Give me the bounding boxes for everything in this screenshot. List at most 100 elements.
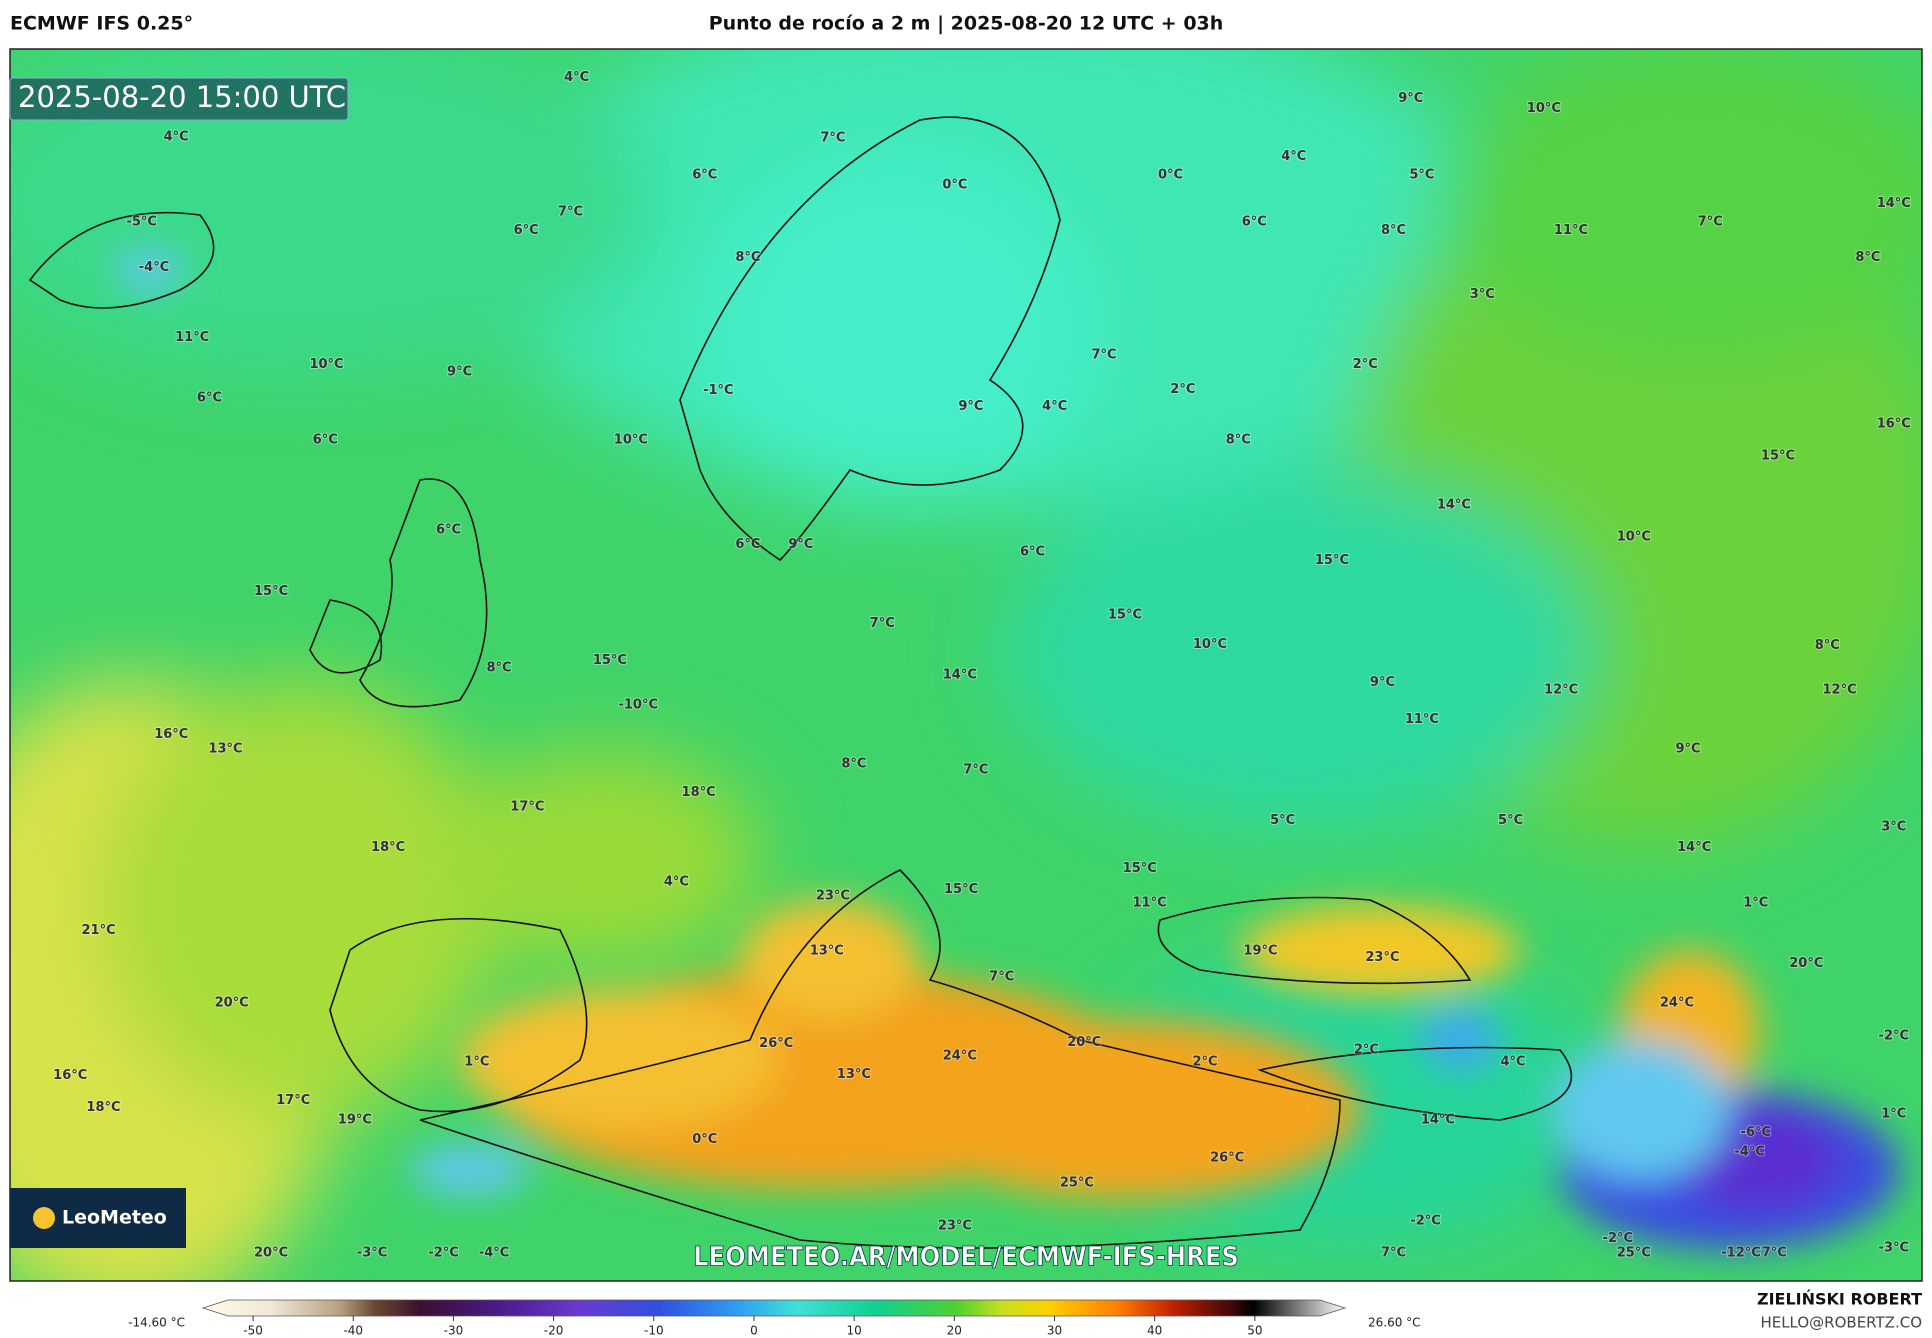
- temperature-label: 14°C: [1421, 1113, 1455, 1128]
- temperature-label: 14°C: [1437, 498, 1471, 513]
- coastlines: [28, 116, 1573, 1249]
- temperature-label: -4°C: [1734, 1145, 1764, 1160]
- temperature-label: 23°C: [1365, 950, 1399, 965]
- colorbar-tick-label: 10: [846, 1324, 861, 1338]
- temperature-label: 9°C: [1675, 742, 1700, 757]
- colorbar: [201, 1299, 1347, 1317]
- temperature-label: 1°C: [464, 1055, 489, 1070]
- colorbar-tick-label: 20: [947, 1324, 962, 1338]
- temperature-label: 12°C: [1823, 683, 1857, 698]
- temperature-label: 15°C: [593, 653, 627, 668]
- temperature-label: 10°C: [309, 357, 343, 372]
- temperature-label: 14°C: [1877, 196, 1911, 211]
- colorbar-ticks: -50 -40 -30 -20 -10 0 10 20 30 40 50: [243, 1316, 1262, 1338]
- temperature-label: 17°C: [276, 1093, 310, 1108]
- temperature-label: -2°C: [1603, 1231, 1633, 1246]
- temperature-label: 0°C: [1158, 167, 1183, 182]
- temperature-label: 26°C: [759, 1036, 793, 1051]
- temperature-label: 20°C: [254, 1246, 288, 1261]
- temperature-label: -2°C: [428, 1246, 458, 1261]
- colorbar-tick-label: 0: [750, 1324, 758, 1338]
- temperature-label: 20°C: [1789, 956, 1823, 971]
- temperature-label: 23°C: [938, 1218, 972, 1233]
- colorbar-tick-label: 40: [1147, 1324, 1162, 1338]
- temperature-label: 9°C: [788, 537, 813, 552]
- colorbar-tick-label: -30: [444, 1324, 464, 1338]
- temperature-label: 7°C: [820, 131, 845, 146]
- watermark: LEOMETEO.AR/MODEL/ECMWF-IFS-HRES: [693, 1242, 1239, 1273]
- temperature-label: 4°C: [1042, 399, 1067, 414]
- temperature-label: 8°C: [1815, 638, 1840, 653]
- temperature-label: -3°C: [1879, 1241, 1909, 1256]
- temperature-label: 6°C: [514, 223, 539, 238]
- temperature-label: 14°C: [943, 668, 977, 683]
- temperature-label: 7°C: [1091, 347, 1116, 362]
- timestamp-box: [9, 77, 349, 121]
- temperature-label: 8°C: [1381, 223, 1406, 238]
- temperature-label: 25°C: [1060, 1175, 1094, 1190]
- temperature-label: 10°C: [1193, 637, 1227, 652]
- logo-text: LeoMeteo: [62, 1207, 167, 1229]
- temperature-label: 8°C: [486, 660, 511, 675]
- temperature-label: -3°C: [357, 1246, 387, 1261]
- temperature-label: 10°C: [614, 432, 648, 447]
- temperature-label: -4°C: [479, 1246, 509, 1261]
- temperature-label: 13°C: [837, 1067, 871, 1082]
- colorbar-tick-label: 30: [1047, 1324, 1062, 1338]
- temperature-label: 8°C: [1855, 250, 1880, 265]
- temperature-label: 2°C: [1353, 357, 1378, 372]
- temperature-label: 3°C: [1881, 819, 1906, 834]
- temperature-label: 5°C: [1409, 167, 1434, 182]
- temperature-label: 9°C: [958, 399, 983, 414]
- temperature-label: 15°C: [254, 584, 288, 599]
- map-frame: [9, 48, 1923, 1282]
- temperature-label: 25°C: [1617, 1246, 1651, 1261]
- timestamp: 2025-08-20 15:00 UTC: [18, 80, 346, 114]
- temperature-label: 15°C: [944, 882, 978, 897]
- temperature-labels: 4°C 4°C 7°C 6°C 0°C 0°C 9°C 10°C 4°C 5°C 14°C -5°C 7…: [52, 69, 1912, 1261]
- temperature-label: 5°C: [1270, 813, 1295, 828]
- temperature-label: 23°C: [816, 888, 850, 903]
- temperature-label: 19°C: [338, 1113, 372, 1128]
- temperature-label: 20°C: [215, 995, 249, 1010]
- temperature-label: 18°C: [86, 1100, 120, 1115]
- temperature-label: 20°C: [1067, 1035, 1101, 1050]
- model-name: ECMWF IFS 0.25°: [10, 13, 193, 35]
- temperature-label: -6°C: [1741, 1125, 1771, 1140]
- temperature-label: -10°C: [618, 697, 658, 712]
- temperature-label: -4°C: [139, 260, 169, 275]
- temperature-label: 6°C: [197, 390, 222, 405]
- temperature-label: 11°C: [1554, 223, 1588, 238]
- temperature-label: 15°C: [1108, 607, 1142, 622]
- temperature-label: 11°C: [1133, 896, 1167, 911]
- temperature-label: -12°C: [1721, 1246, 1761, 1261]
- colorbar-tick-label: -10: [644, 1324, 664, 1338]
- temperature-label: 4°C: [1501, 1055, 1526, 1070]
- temperature-label: -5°C: [126, 214, 156, 229]
- temperature-label: 7°C: [1698, 214, 1723, 229]
- temperature-label: -2°C: [1879, 1029, 1909, 1044]
- temperature-label: 7°C: [1762, 1246, 1787, 1261]
- temperature-label: 12°C: [1544, 683, 1578, 698]
- temperature-label: 6°C: [692, 167, 717, 182]
- temperature-label: 5°C: [1498, 813, 1523, 828]
- temperature-label: 11°C: [175, 330, 209, 345]
- temperature-label: 3°C: [1470, 287, 1495, 302]
- temperature-label: 6°C: [436, 522, 461, 537]
- temperature-label: 6°C: [735, 537, 760, 552]
- temperature-label: -2°C: [1410, 1214, 1440, 1229]
- temperature-label: 10°C: [1527, 101, 1561, 116]
- temperature-label: 8°C: [735, 250, 760, 265]
- temperature-label: 6°C: [1020, 545, 1045, 560]
- temperature-label: 17°C: [510, 800, 544, 815]
- colorbar-tick-label: -50: [243, 1324, 263, 1338]
- credit-author: ZIELIŃSKI ROBERT: [1757, 1290, 1922, 1309]
- temperature-label: 2°C: [1354, 1042, 1379, 1057]
- temperature-label: 4°C: [1281, 149, 1306, 164]
- temperature-label: 15°C: [1315, 553, 1349, 568]
- temperature-label: 2°C: [1170, 382, 1195, 397]
- colorbar-tick-label: -40: [343, 1324, 363, 1338]
- temperature-label: 1°C: [1881, 1106, 1906, 1121]
- temperature-label: -1°C: [703, 383, 733, 398]
